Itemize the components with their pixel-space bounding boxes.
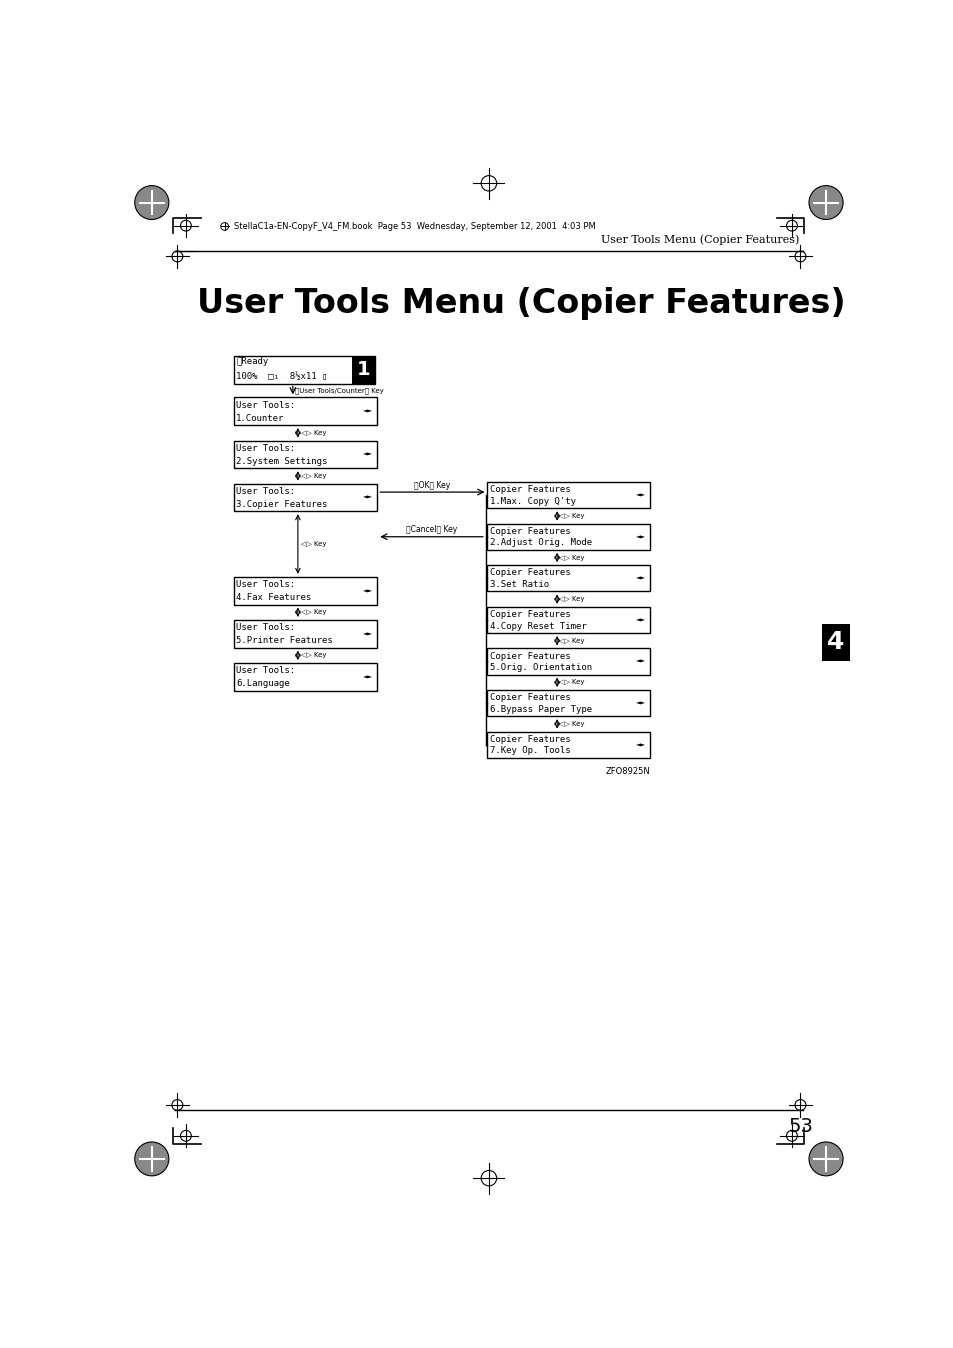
Text: Copier Features: Copier Features [489,485,570,495]
Text: ◄►: ◄► [635,656,645,666]
Text: Copier Features: Copier Features [489,569,570,577]
Text: ◁▷ Key: ◁▷ Key [558,721,584,727]
Bar [233,484,377,511]
Bar [487,565,649,592]
Bar [487,483,649,508]
Text: ◁▷ Key: ◁▷ Key [301,541,326,547]
Text: 3.Copier Features: 3.Copier Features [236,500,327,510]
Text: ◄►: ◄► [635,740,645,749]
Bar [487,732,649,758]
Text: ◁▷ Key: ◁▷ Key [558,514,584,519]
Text: User Tools:: User Tools: [236,580,295,589]
Text: 100%  □₁  8½x11 ▯: 100% □₁ 8½x11 ▯ [236,372,327,381]
Text: ZFO8925N: ZFO8925N [605,767,649,776]
Text: ◁▷ Key: ◁▷ Key [558,638,584,644]
Bar [233,398,377,425]
Text: ◁▷ Key: ◁▷ Key [301,652,326,658]
Text: 1: 1 [356,360,370,379]
Text: ◄►: ◄► [635,491,645,500]
Text: User Tools:: User Tools: [236,666,295,675]
Text: ◁▷ Key: ◁▷ Key [558,679,584,685]
Text: ◄►: ◄► [363,407,373,415]
Text: ◄►: ◄► [363,450,373,458]
Text: Copier Features: Copier Features [489,527,570,537]
Text: StellaC1a-EN-CopyF_V4_FM.book  Page 53  Wednesday, September 12, 2001  4:03 PM: StellaC1a-EN-CopyF_V4_FM.book Page 53 We… [233,222,595,231]
Text: ◄►: ◄► [635,616,645,624]
Bar [233,356,375,384]
Text: ◄►: ◄► [363,630,373,638]
Text: 6.Bypass Paper Type: 6.Bypass Paper Type [489,705,591,713]
Text: 1.Max. Copy Q'ty: 1.Max. Copy Q'ty [489,497,575,506]
Text: Copier Features: Copier Features [489,611,570,619]
Text: ◁▷ Key: ◁▷ Key [558,554,584,561]
Text: 7.Key Op. Tools: 7.Key Op. Tools [489,747,570,755]
Text: User Tools:: User Tools: [236,487,295,496]
Text: 《OK》 Key: 《OK》 Key [414,481,450,489]
Circle shape [808,186,842,220]
Text: ◁▷ Key: ◁▷ Key [558,596,584,603]
Bar [487,648,649,674]
Text: 53: 53 [788,1117,813,1136]
Bar [233,620,377,647]
Bar [233,577,377,604]
Text: ◄►: ◄► [635,698,645,708]
Text: 5.Orig. Orientation: 5.Orig. Orientation [489,663,591,673]
Bar [487,690,649,716]
Circle shape [134,1142,169,1175]
Text: 2.System Settings: 2.System Settings [236,457,327,466]
Text: 《Cancel》 Key: 《Cancel》 Key [406,526,456,534]
Text: Copier Features: Copier Features [489,693,570,702]
Circle shape [134,186,169,220]
Text: 3.Set Ratio: 3.Set Ratio [489,580,548,589]
Text: User Tools Menu (Copier Features): User Tools Menu (Copier Features) [196,287,844,321]
Bar [487,523,649,550]
Text: 《User Tools/Counter》 Key: 《User Tools/Counter》 Key [294,387,383,394]
Text: 1.Counter: 1.Counter [236,414,284,423]
Text: ◄►: ◄► [363,493,373,501]
Bar [821,624,849,661]
Text: ◁▷ Key: ◁▷ Key [301,430,326,435]
Text: 2.Adjust Orig. Mode: 2.Adjust Orig. Mode [489,538,591,547]
Text: 4: 4 [826,631,844,654]
Text: ◄►: ◄► [635,574,645,582]
Text: User Tools:: User Tools: [236,400,295,410]
Text: 5.Printer Features: 5.Printer Features [236,636,333,646]
Text: 6.Language: 6.Language [236,679,290,689]
Text: ◄►: ◄► [635,532,645,542]
Circle shape [808,1142,842,1175]
Text: User Tools:: User Tools: [236,443,295,453]
Text: ⓋReady: ⓋReady [236,357,268,367]
Text: 4.Fax Features: 4.Fax Features [236,593,312,603]
Bar [233,441,377,468]
Text: ◁▷ Key: ◁▷ Key [301,473,326,479]
Text: ◁▷ Key: ◁▷ Key [301,609,326,615]
Bar [352,356,375,384]
Text: User Tools:: User Tools: [236,623,295,632]
Text: Copier Features: Copier Features [489,735,570,744]
Text: ◄►: ◄► [363,586,373,596]
Text: Copier Features: Copier Features [489,651,570,661]
Text: 4.Copy Reset Timer: 4.Copy Reset Timer [489,621,586,631]
Bar [233,663,377,690]
Text: User Tools Menu (Copier Features): User Tools Menu (Copier Features) [600,235,799,245]
Bar [487,607,649,634]
Text: ◄►: ◄► [363,673,373,681]
